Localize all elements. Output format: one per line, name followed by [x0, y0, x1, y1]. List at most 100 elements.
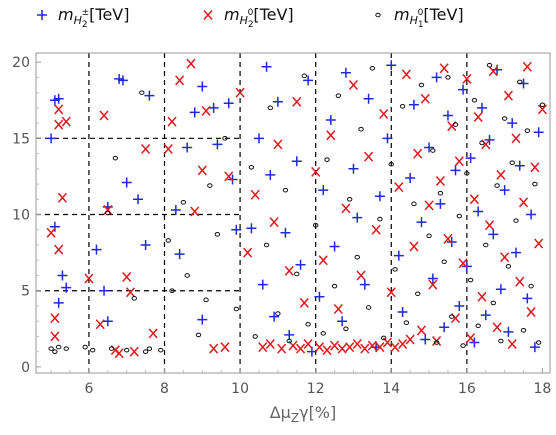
data-point	[418, 82, 425, 88]
data-point	[167, 116, 177, 127]
data-point	[295, 343, 306, 354]
data-point	[488, 229, 499, 240]
data-point	[403, 320, 410, 326]
data-point	[462, 73, 472, 84]
data-point	[269, 311, 280, 322]
data-point	[89, 347, 96, 353]
data-point	[335, 93, 342, 98]
data-point	[393, 250, 404, 261]
data-point	[95, 319, 105, 330]
data-point	[329, 241, 340, 252]
data-point	[303, 339, 313, 350]
data-point	[517, 79, 523, 85]
data-point	[526, 209, 537, 220]
data-point	[55, 344, 62, 350]
data-point	[52, 349, 58, 354]
data-point	[374, 191, 385, 202]
data-point	[208, 102, 219, 113]
data-point	[84, 273, 94, 284]
data-point	[405, 172, 416, 183]
data-point	[337, 343, 347, 354]
data-point	[158, 347, 164, 353]
data-point	[503, 326, 514, 337]
data-point	[235, 87, 245, 98]
data-point	[528, 283, 534, 289]
data-point	[195, 332, 202, 338]
data-point	[409, 241, 419, 252]
legend-marker	[37, 10, 47, 20]
data-point	[341, 203, 351, 214]
data-point	[435, 198, 446, 209]
data-point	[399, 104, 406, 109]
data-point	[430, 148, 436, 153]
data-point	[252, 334, 258, 339]
data-point	[124, 347, 130, 353]
data-point	[524, 128, 531, 134]
data-point	[292, 96, 302, 107]
data-point	[479, 140, 485, 146]
data-point	[186, 58, 196, 69]
data-point	[131, 296, 137, 301]
data-point	[117, 75, 128, 86]
data-point	[175, 75, 185, 86]
data-point	[394, 182, 404, 193]
data-point	[495, 284, 506, 295]
data-point	[148, 328, 158, 339]
x-tick-label: 6	[84, 381, 93, 397]
data-point	[537, 104, 548, 115]
data-point	[295, 259, 306, 270]
data-point	[99, 285, 110, 296]
data-point	[267, 105, 274, 111]
data-point	[291, 156, 302, 167]
data-point	[320, 331, 326, 336]
data-point	[390, 342, 400, 353]
data-point	[471, 97, 478, 103]
data-point	[57, 192, 68, 203]
data-point	[464, 171, 470, 176]
data-point	[263, 242, 270, 248]
data-point	[269, 217, 279, 228]
data-point	[375, 342, 385, 353]
series-2	[46, 58, 548, 359]
data-point	[207, 183, 213, 188]
data-point	[379, 108, 389, 119]
data-point	[514, 160, 525, 171]
data-point	[488, 66, 498, 77]
data-point	[169, 288, 175, 294]
legend-marker	[375, 12, 381, 18]
data-point	[222, 136, 228, 141]
data-point	[365, 305, 372, 310]
data-point	[182, 142, 193, 153]
legend-item: mH2±[TeV]	[37, 5, 129, 30]
legend-marker	[203, 10, 213, 20]
data-point	[526, 307, 536, 318]
data-point	[227, 174, 238, 185]
legend-label: mH2±[TeV]	[58, 5, 129, 30]
data-point	[82, 344, 88, 350]
data-point	[530, 162, 540, 173]
data-point	[490, 300, 497, 306]
data-point	[331, 283, 338, 289]
data-point	[443, 233, 453, 244]
data-point	[326, 130, 336, 141]
data-point	[452, 122, 459, 127]
data-point	[454, 156, 464, 167]
data-point	[46, 133, 57, 144]
data-point	[510, 247, 521, 258]
data-point	[212, 139, 223, 150]
data-point	[535, 340, 542, 345]
data-point	[352, 339, 362, 350]
data-point	[299, 297, 309, 308]
data-point	[280, 227, 291, 238]
data-point	[220, 342, 230, 353]
data-point	[507, 118, 518, 129]
data-point	[330, 340, 340, 351]
y-tick-label: 15	[12, 131, 30, 147]
data-point	[163, 144, 173, 154]
data-point	[203, 297, 209, 303]
data-point	[431, 72, 442, 83]
data-point	[367, 340, 377, 351]
data-point	[261, 61, 272, 72]
data-point	[63, 346, 69, 351]
